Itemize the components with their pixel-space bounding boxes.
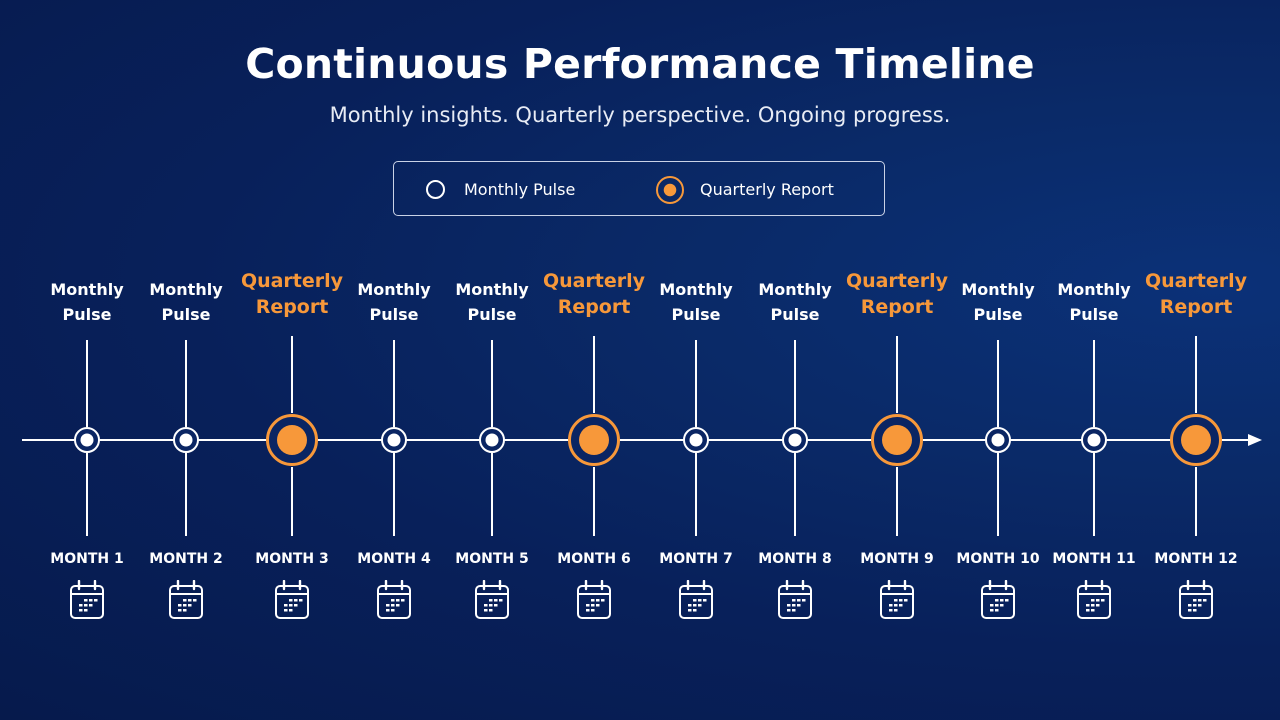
calendar-icon xyxy=(377,580,411,619)
legend: Monthly Pulse Quarterly Report xyxy=(393,161,885,216)
event-label-line: Monthly xyxy=(149,280,223,299)
event-label-line: Quarterly xyxy=(845,270,949,292)
event-label-line: Monthly xyxy=(758,280,832,299)
calendar-icon xyxy=(475,580,509,619)
monthly-pulse-marker-icon xyxy=(426,180,445,199)
month-label-1: MONTH 1 xyxy=(50,551,124,567)
calendar-icon xyxy=(880,580,914,619)
quarterly-marker-12 xyxy=(1181,425,1211,455)
month-label-7: MONTH 7 xyxy=(659,551,733,567)
calendar-icon xyxy=(577,580,611,619)
event-label-line: Pulse xyxy=(770,305,820,324)
legend-label-monthly: Monthly Pulse xyxy=(464,180,576,199)
event-label-2: Monthly Pulse xyxy=(131,277,241,327)
monthly-marker-10 xyxy=(991,433,1005,447)
event-label-line: Monthly xyxy=(659,280,733,299)
month-label-8: MONTH 8 xyxy=(758,551,832,567)
event-label-10: Monthly Pulse xyxy=(943,277,1053,327)
monthly-marker-1 xyxy=(80,433,94,447)
monthly-marker-2 xyxy=(179,433,193,447)
month-label-2: MONTH 2 xyxy=(149,551,223,567)
event-label-1: Monthly Pulse xyxy=(32,277,142,327)
event-label-3: Quarterly Report xyxy=(237,268,347,320)
event-label-line: Monthly xyxy=(961,280,1035,299)
event-label-line: Pulse xyxy=(973,305,1023,324)
event-label-line: Monthly xyxy=(455,280,529,299)
monthly-marker-8 xyxy=(788,433,802,447)
month-label-11: MONTH 11 xyxy=(1052,551,1136,567)
month-label-9: MONTH 9 xyxy=(860,551,934,567)
month-label-10: MONTH 10 xyxy=(956,551,1040,567)
event-label-line: Report xyxy=(255,296,329,318)
calendar-icon xyxy=(169,580,203,619)
month-label-4: MONTH 4 xyxy=(357,551,431,567)
arrow-right-icon xyxy=(1248,434,1262,446)
event-label-line: Quarterly xyxy=(240,270,344,292)
calendar-icon xyxy=(1179,580,1213,619)
legend-label-quarterly: Quarterly Report xyxy=(700,180,834,199)
event-label-line: Report xyxy=(860,296,934,318)
event-label-line: Pulse xyxy=(369,305,419,324)
legend-item-monthly: Monthly Pulse xyxy=(426,162,575,217)
monthly-marker-11 xyxy=(1087,433,1101,447)
month-label-12: MONTH 12 xyxy=(1154,551,1238,567)
event-label-4: Monthly Pulse xyxy=(339,277,449,327)
timeline-nodes xyxy=(74,336,1222,536)
month-label-6: MONTH 6 xyxy=(557,551,631,567)
event-label-line: Pulse xyxy=(1069,305,1119,324)
event-label-line: Report xyxy=(557,296,631,318)
event-label-5: Monthly Pulse xyxy=(437,277,547,327)
event-label-7: Monthly Pulse xyxy=(641,277,751,327)
event-label-12: Quarterly Report xyxy=(1141,268,1251,320)
event-label-line: Pulse xyxy=(62,305,112,324)
quarterly-marker-3 xyxy=(277,425,307,455)
calendar-icon xyxy=(679,580,713,619)
calendar-icon xyxy=(275,580,309,619)
event-label-line: Pulse xyxy=(671,305,721,324)
monthly-marker-7 xyxy=(689,433,703,447)
event-label-line: Pulse xyxy=(161,305,211,324)
legend-item-quarterly: Quarterly Report xyxy=(656,162,834,217)
monthly-marker-5 xyxy=(485,433,499,447)
event-label-line: Quarterly xyxy=(542,270,646,292)
event-label-line: Monthly xyxy=(357,280,431,299)
quarterly-report-marker-icon xyxy=(656,175,684,204)
event-label-line: Monthly xyxy=(1057,280,1131,299)
event-label-9: Quarterly Report xyxy=(842,268,952,320)
page-subtitle: Monthly insights. Quarterly perspective.… xyxy=(329,103,951,127)
quarterly-marker-9 xyxy=(882,425,912,455)
quarterly-marker-6 xyxy=(579,425,609,455)
month-label-5: MONTH 5 xyxy=(455,551,529,567)
event-label-line: Quarterly xyxy=(1144,270,1248,292)
month-label-3: MONTH 3 xyxy=(255,551,329,567)
page-title: Continuous Performance Timeline xyxy=(245,40,1035,88)
event-label-8: Monthly Pulse xyxy=(740,277,850,327)
monthly-marker-4 xyxy=(387,433,401,447)
event-label-11: Monthly Pulse xyxy=(1039,277,1149,327)
calendar-icon xyxy=(1077,580,1111,619)
event-label-line: Report xyxy=(1159,296,1233,318)
event-label-6: Quarterly Report xyxy=(539,268,649,320)
event-label-line: Monthly xyxy=(50,280,124,299)
calendar-icon xyxy=(981,580,1015,619)
calendar-icon xyxy=(778,580,812,619)
event-label-line: Pulse xyxy=(467,305,517,324)
calendar-icon xyxy=(70,580,104,619)
